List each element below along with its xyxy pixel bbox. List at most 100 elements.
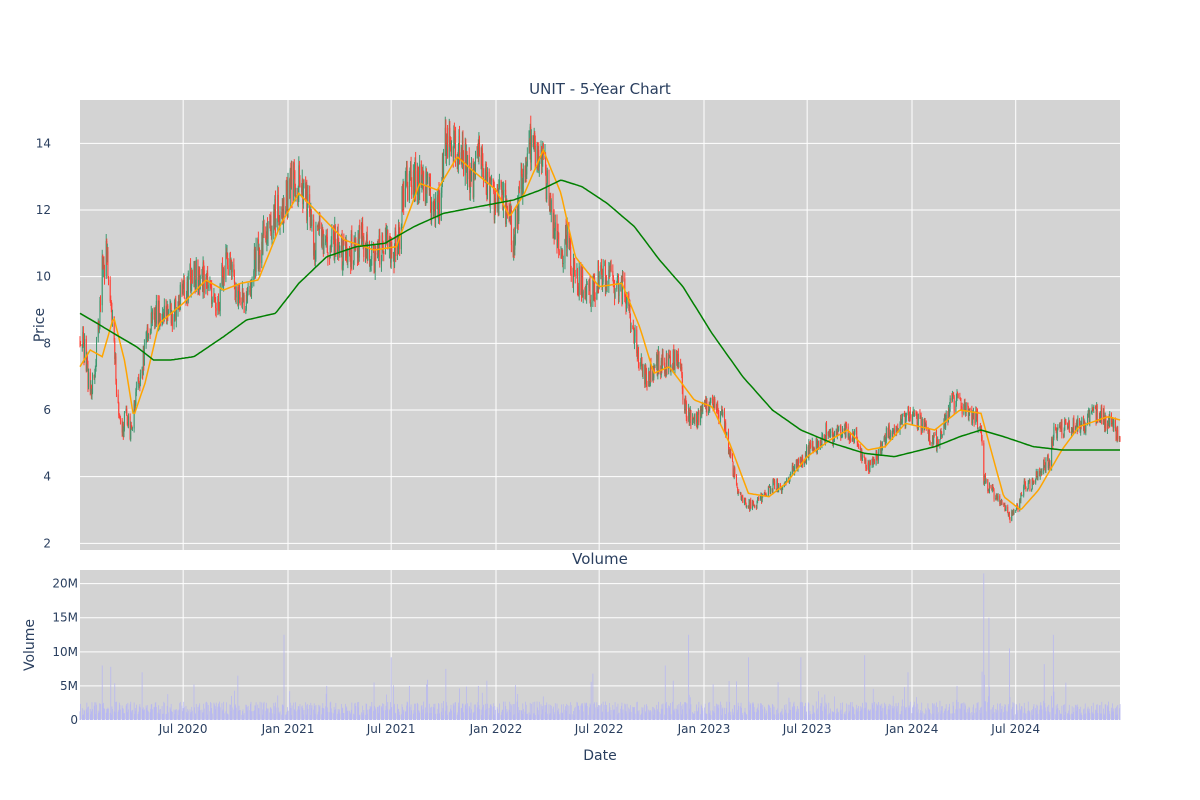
volume-bar [844,712,846,720]
volume-bar [326,685,328,720]
candle-body [598,265,600,288]
volume-bar [442,708,444,720]
candle-body [657,360,659,376]
volume-bar [401,704,403,720]
candle-body [421,177,423,188]
candle-body [1004,509,1006,511]
volume-bar [554,714,556,720]
volume-bar [1036,705,1038,720]
volume-bar [609,707,611,720]
volume-bar [602,701,604,720]
volume-bar [167,694,169,720]
volume-bar [1007,704,1009,720]
volume-bar [1059,713,1061,720]
volume-bar [512,704,514,720]
volume-bar [757,707,758,720]
volume-bar [688,634,690,720]
volume-bar [458,706,460,720]
candle-body [513,236,515,253]
candle-body [211,299,213,305]
candle-body [975,410,977,418]
volume-bar [1000,712,1002,720]
volume-bar [162,714,164,720]
volume-bar [420,706,422,720]
volume-bar [565,706,566,720]
candle-body [692,417,694,420]
candle-body [469,171,471,193]
volume-bar [202,712,204,720]
volume-bar [1055,705,1057,720]
candle-body [616,277,618,283]
volume-bar [1084,714,1086,720]
volume-bar [123,713,125,720]
volume-bar [394,703,395,720]
candle-body [153,310,155,315]
candle-body [402,191,404,208]
candle-body [557,231,559,234]
volume-bar [369,709,370,720]
volume-bar [235,707,237,720]
volume-bar [624,704,626,720]
volume-bar [596,702,598,720]
volume-bar [853,708,855,720]
candle-body [843,428,845,432]
volume-bar [952,701,954,720]
volume-bar [932,703,933,720]
volume-bar [1031,714,1033,720]
candle-body [697,411,699,413]
volume-bar [290,708,292,720]
candle-body [314,249,316,260]
volume-bar [131,710,133,720]
candle-body [668,354,670,369]
candle-body [409,169,411,174]
volume-bar [586,705,588,720]
candle-body [277,194,279,218]
volume-bar [741,715,743,720]
candle-body [1040,471,1042,474]
volume-bar [407,702,409,720]
volume-bar [90,714,92,720]
volume-bar [945,704,947,720]
volume-bar [108,708,109,720]
candle-body [410,164,412,170]
candle-body [478,136,480,156]
volume-bar [495,709,496,720]
candle-body [231,261,233,273]
candle-body [425,171,427,194]
volume-bar [917,709,919,720]
volume-bar [385,705,387,720]
volume-bar [241,714,243,720]
volume-bar [981,706,982,720]
volume-bar [948,706,950,720]
candle-body [115,356,117,381]
volume-bar [546,702,548,720]
candle-body [860,450,862,458]
volume-bar [792,707,794,720]
candle-body [657,352,659,361]
volume-bar [159,709,161,720]
volume-bar [899,714,901,720]
volume-bar [383,703,385,720]
candle-body [392,253,394,255]
volume-bar [258,708,260,720]
volume-bar [183,707,185,720]
volume-bar [427,679,429,720]
candle-body [238,287,240,296]
volume-bar [177,710,179,720]
candle-body [574,274,576,276]
candle-body [733,475,735,477]
volume-bar [960,703,962,720]
candle-body [550,195,552,213]
candle-body [959,398,961,401]
volume-bar [329,702,331,720]
volume-bar [1076,704,1078,720]
volume-bar [470,702,472,720]
candle-body [610,265,612,271]
volume-bar [429,713,431,720]
volume-bar [199,710,201,720]
volume-bar [1073,707,1075,720]
candle-body [334,225,336,244]
candle-body [827,431,829,436]
candle-body [489,177,491,205]
volume-bar [1003,706,1005,720]
